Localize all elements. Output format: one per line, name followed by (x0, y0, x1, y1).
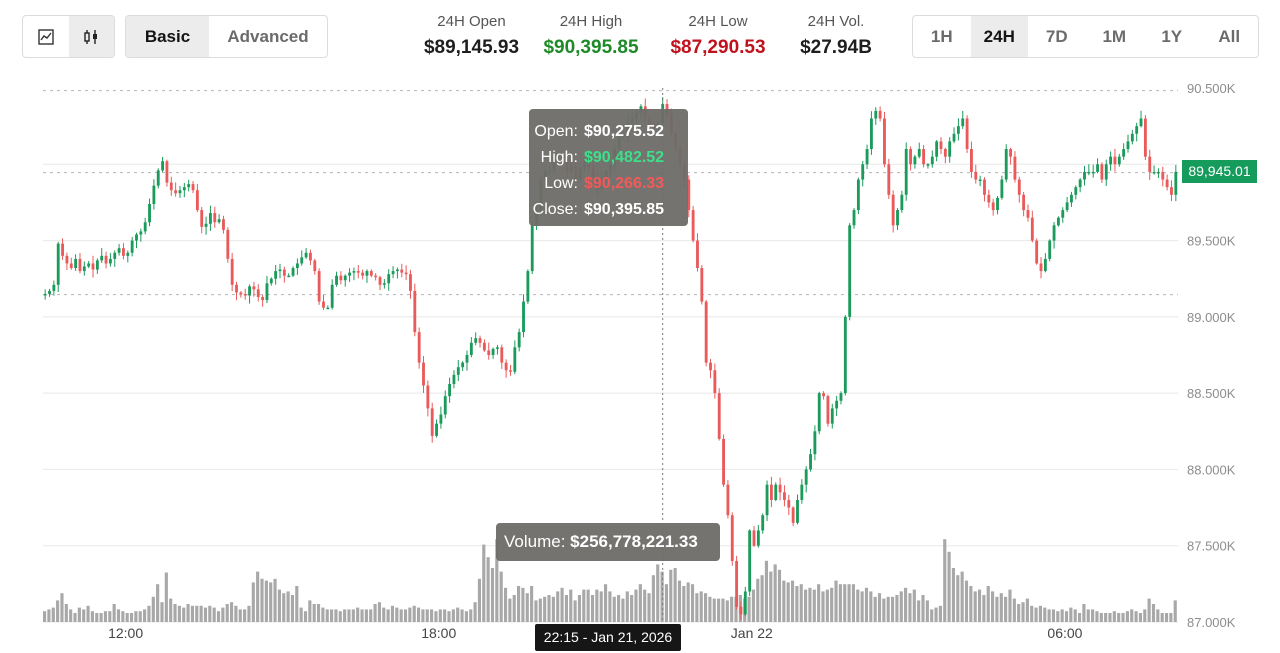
high-value: $90,482.52 (584, 149, 665, 166)
range-1y-button[interactable]: 1Y (1161, 26, 1183, 46)
y-axis-label: 87.500K (1187, 539, 1236, 554)
y-axis-label: 88.000K (1187, 462, 1236, 477)
range-1m-button[interactable]: 1M (1102, 26, 1127, 46)
line-chart-button[interactable] (23, 16, 69, 57)
range-7d-button[interactable]: 7D (1045, 26, 1068, 46)
stat-label: 24H Vol. (807, 13, 865, 30)
stat-value: $87,290.53 (670, 37, 766, 58)
y-axis-label: 90.500K (1187, 81, 1236, 96)
y-axis-label: 89.500K (1187, 234, 1236, 249)
x-axis-label: 18:00 (421, 625, 456, 641)
x-axis-label: 06:00 (1047, 625, 1082, 641)
stat-24h-open: 24H Open $89,145.93 (405, 12, 538, 59)
line-chart-icon (38, 28, 54, 45)
open-label: Open: (534, 123, 578, 140)
volume-label: Volume: (504, 532, 566, 551)
last-price-label: 89,945.01 (1182, 160, 1257, 183)
stat-24h-high: 24H High $90,395.85 (534, 12, 648, 59)
volume-bars (43, 539, 1177, 622)
low-label: Low: (544, 175, 578, 192)
mode-toggle: Basic Advanced (125, 15, 328, 58)
volume-tooltip: Volume: $256,778,221.33 (496, 523, 720, 561)
candlestick-chart-button[interactable] (68, 16, 114, 57)
y-axis-label: 87.000K (1187, 615, 1236, 630)
advanced-mode-button[interactable]: Advanced (227, 26, 309, 46)
stats-bar: 24H Open $89,145.93 24H High $90,395.85 … (405, 12, 886, 59)
crosshair-time-label: 22:15 - Jan 21, 2026 (535, 624, 681, 651)
stat-label: 24H Open (437, 13, 506, 30)
stat-label: 24H High (559, 13, 623, 30)
high-label: High: (540, 149, 578, 166)
range-1h-button[interactable]: 1H (930, 26, 953, 46)
stat-24h-volume: 24H Vol. $27.94B (786, 12, 886, 59)
y-axis-label: 89.000K (1187, 310, 1236, 325)
time-range-selector: 1H 24H 7D 1M 1Y All (912, 15, 1259, 58)
x-axis-label: 12:00 (108, 625, 143, 641)
range-all-button[interactable]: All (1218, 26, 1241, 46)
close-label: Close: (532, 201, 578, 218)
low-value: $90,266.33 (584, 175, 665, 192)
stat-24h-low: 24H Low $87,290.53 (653, 12, 783, 59)
ohlc-tooltip: Open: $90,275.52 High: $90,482.52 Low: $90,… (529, 109, 688, 226)
candlestick-icon (84, 29, 98, 44)
volume-value: $256,778,221.33 (570, 532, 698, 551)
open-value: $90,275.52 (584, 123, 665, 140)
stat-value: $90,395.85 (543, 37, 639, 58)
stat-value: $89,145.93 (423, 37, 520, 58)
y-axis-label: 88.500K (1187, 386, 1236, 401)
range-24h-button[interactable]: 24H (970, 16, 1028, 57)
stat-value: $27.94B (800, 37, 872, 58)
close-value: $90,395.85 (584, 201, 665, 218)
stat-label: 24H Low (688, 13, 748, 30)
basic-mode-button[interactable]: Basic (126, 16, 209, 57)
chart-type-toggle (22, 15, 115, 58)
x-axis-label: Jan 22 (731, 625, 773, 641)
